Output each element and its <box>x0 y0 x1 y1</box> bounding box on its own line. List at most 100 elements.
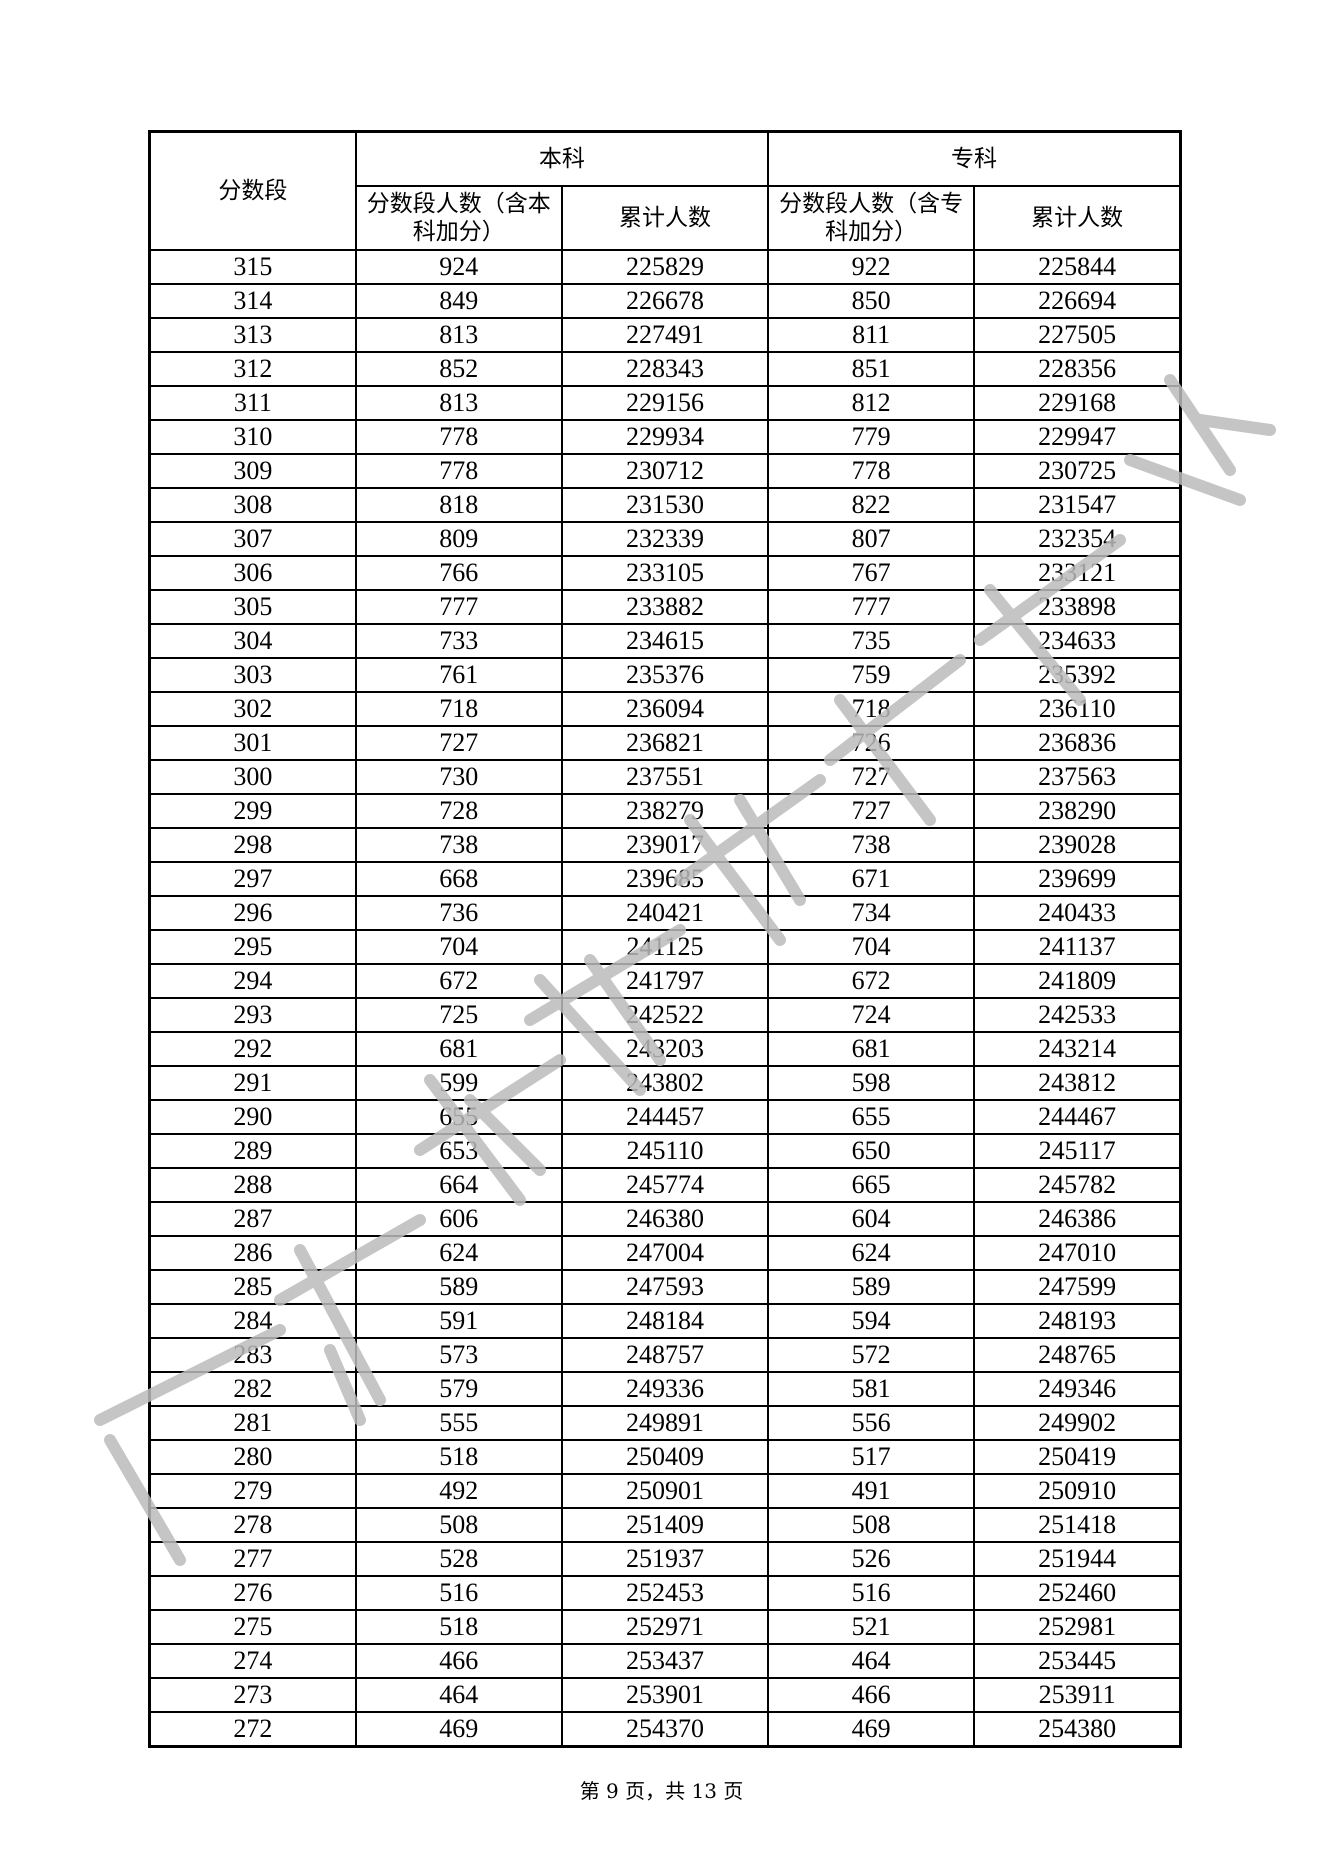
cell-junior-count: 526 <box>767 1541 976 1577</box>
cell-undergrad-cum: 243802 <box>560 1065 770 1101</box>
cell-undergrad-count: 579 <box>354 1371 563 1407</box>
cell-junior-count: 650 <box>767 1133 976 1169</box>
table-row: 272 469 254370 469 254380 <box>148 1711 1182 1748</box>
cell-undergrad-count: 761 <box>354 657 563 693</box>
cell-junior-count: 604 <box>767 1201 976 1237</box>
cell-junior-cum: 252981 <box>973 1609 1182 1645</box>
table-row: 278 508 251409 508 251418 <box>148 1507 1182 1543</box>
cell-score: 279 <box>148 1473 357 1509</box>
cell-undergrad-cum: 233882 <box>560 589 770 625</box>
cell-junior-cum: 253445 <box>973 1643 1182 1679</box>
table-row: 280 518 250409 517 250419 <box>148 1439 1182 1475</box>
cell-junior-cum: 230725 <box>973 453 1182 489</box>
cell-junior-count: 681 <box>767 1031 976 1067</box>
cell-undergrad-count: 736 <box>354 895 563 931</box>
table-row: 294 672 241797 672 241809 <box>148 963 1182 999</box>
header-undergrad-count: 分数段人数（含本科加分） <box>354 185 563 251</box>
cell-score: 275 <box>148 1609 357 1645</box>
cell-junior-cum: 229168 <box>973 385 1182 421</box>
cell-junior-cum: 233898 <box>973 589 1182 625</box>
table-row: 306 766 233105 767 233121 <box>148 555 1182 591</box>
table-row: 273 464 253901 466 253911 <box>148 1677 1182 1713</box>
cell-score: 273 <box>148 1677 357 1713</box>
cell-undergrad-cum: 238279 <box>560 793 770 829</box>
cell-junior-count: 508 <box>767 1507 976 1543</box>
table-row: 307 809 232339 807 232354 <box>148 521 1182 557</box>
cell-undergrad-count: 809 <box>354 521 563 557</box>
cell-undergrad-count: 624 <box>354 1235 563 1271</box>
cell-undergrad-cum: 249336 <box>560 1371 770 1407</box>
cell-undergrad-count: 777 <box>354 589 563 625</box>
cell-score: 287 <box>148 1201 357 1237</box>
cell-junior-cum: 233121 <box>973 555 1182 591</box>
cell-undergrad-cum: 232339 <box>560 521 770 557</box>
cell-undergrad-cum: 244457 <box>560 1099 770 1135</box>
table-row: 302 718 236094 718 236110 <box>148 691 1182 727</box>
cell-undergrad-cum: 230712 <box>560 453 770 489</box>
cell-junior-count: 727 <box>767 759 976 795</box>
cell-undergrad-count: 469 <box>354 1711 563 1748</box>
cell-undergrad-count: 589 <box>354 1269 563 1305</box>
cell-junior-cum: 232354 <box>973 521 1182 557</box>
cell-junior-cum: 234633 <box>973 623 1182 659</box>
cell-junior-cum: 241137 <box>973 929 1182 965</box>
cell-junior-count: 724 <box>767 997 976 1033</box>
cell-score: 315 <box>148 249 357 285</box>
cell-undergrad-cum: 245110 <box>560 1133 770 1169</box>
cell-undergrad-count: 766 <box>354 555 563 591</box>
cell-junior-cum: 248765 <box>973 1337 1182 1373</box>
cell-undergrad-cum: 245774 <box>560 1167 770 1203</box>
cell-junior-cum: 235392 <box>973 657 1182 693</box>
table-row: 290 655 244457 655 244467 <box>148 1099 1182 1135</box>
cell-score: 284 <box>148 1303 357 1339</box>
table-row: 298 738 239017 738 239028 <box>148 827 1182 863</box>
table-row: 297 668 239685 671 239699 <box>148 861 1182 897</box>
cell-score: 303 <box>148 657 357 693</box>
cell-junior-count: 922 <box>767 249 976 285</box>
cell-junior-count: 516 <box>767 1575 976 1611</box>
cell-score: 313 <box>148 317 357 353</box>
cell-undergrad-cum: 247593 <box>560 1269 770 1305</box>
table-row: 295 704 241125 704 241137 <box>148 929 1182 965</box>
cell-junior-cum: 243214 <box>973 1031 1182 1067</box>
cell-score: 282 <box>148 1371 357 1407</box>
cell-score: 293 <box>148 997 357 1033</box>
cell-undergrad-count: 818 <box>354 487 563 523</box>
cell-undergrad-count: 466 <box>354 1643 563 1679</box>
cell-junior-count: 521 <box>767 1609 976 1645</box>
table-row: 310 778 229934 779 229947 <box>148 419 1182 455</box>
cell-junior-count: 491 <box>767 1473 976 1509</box>
cell-score: 290 <box>148 1099 357 1135</box>
cell-undergrad-count: 555 <box>354 1405 563 1441</box>
cell-undergrad-count: 464 <box>354 1677 563 1713</box>
table-row: 305 777 233882 777 233898 <box>148 589 1182 625</box>
cell-junior-cum: 245117 <box>973 1133 1182 1169</box>
table-row: 291 599 243802 598 243812 <box>148 1065 1182 1101</box>
cell-junior-cum: 241809 <box>973 963 1182 999</box>
cell-undergrad-cum: 251937 <box>560 1541 770 1577</box>
cell-junior-cum: 251944 <box>973 1541 1182 1577</box>
cell-junior-cum: 228356 <box>973 351 1182 387</box>
table-row: 274 466 253437 464 253445 <box>148 1643 1182 1679</box>
cell-junior-cum: 242533 <box>973 997 1182 1033</box>
cell-junior-count: 704 <box>767 929 976 965</box>
cell-undergrad-cum: 252453 <box>560 1575 770 1611</box>
cell-score: 299 <box>148 793 357 829</box>
cell-undergrad-cum: 254370 <box>560 1711 770 1748</box>
header-undergrad: 本科 <box>354 130 770 187</box>
table-row: 277 528 251937 526 251944 <box>148 1541 1182 1577</box>
cell-undergrad-cum: 233105 <box>560 555 770 591</box>
cell-junior-count: 779 <box>767 419 976 455</box>
cell-undergrad-cum: 249891 <box>560 1405 770 1441</box>
table-row: 279 492 250901 491 250910 <box>148 1473 1182 1509</box>
cell-junior-cum: 239699 <box>973 861 1182 897</box>
cell-score: 305 <box>148 589 357 625</box>
cell-undergrad-count: 599 <box>354 1065 563 1101</box>
cell-undergrad-count: 528 <box>354 1541 563 1577</box>
cell-score: 276 <box>148 1575 357 1611</box>
table-row: 276 516 252453 516 252460 <box>148 1575 1182 1611</box>
cell-undergrad-cum: 228343 <box>560 351 770 387</box>
cell-score: 307 <box>148 521 357 557</box>
cell-undergrad-count: 672 <box>354 963 563 999</box>
cell-junior-count: 581 <box>767 1371 976 1407</box>
